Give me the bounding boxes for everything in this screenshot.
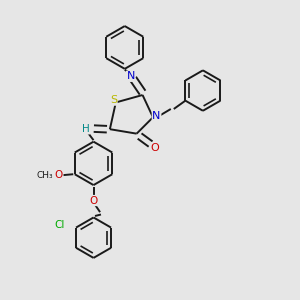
Text: O: O [89, 196, 98, 206]
Text: O: O [150, 142, 159, 153]
Text: Cl: Cl [55, 220, 65, 230]
Text: H: H [82, 124, 89, 134]
Text: N: N [152, 111, 161, 121]
Text: O: O [55, 170, 63, 180]
Text: N: N [127, 71, 135, 81]
Text: CH₃: CH₃ [37, 171, 53, 180]
Text: S: S [110, 95, 117, 105]
